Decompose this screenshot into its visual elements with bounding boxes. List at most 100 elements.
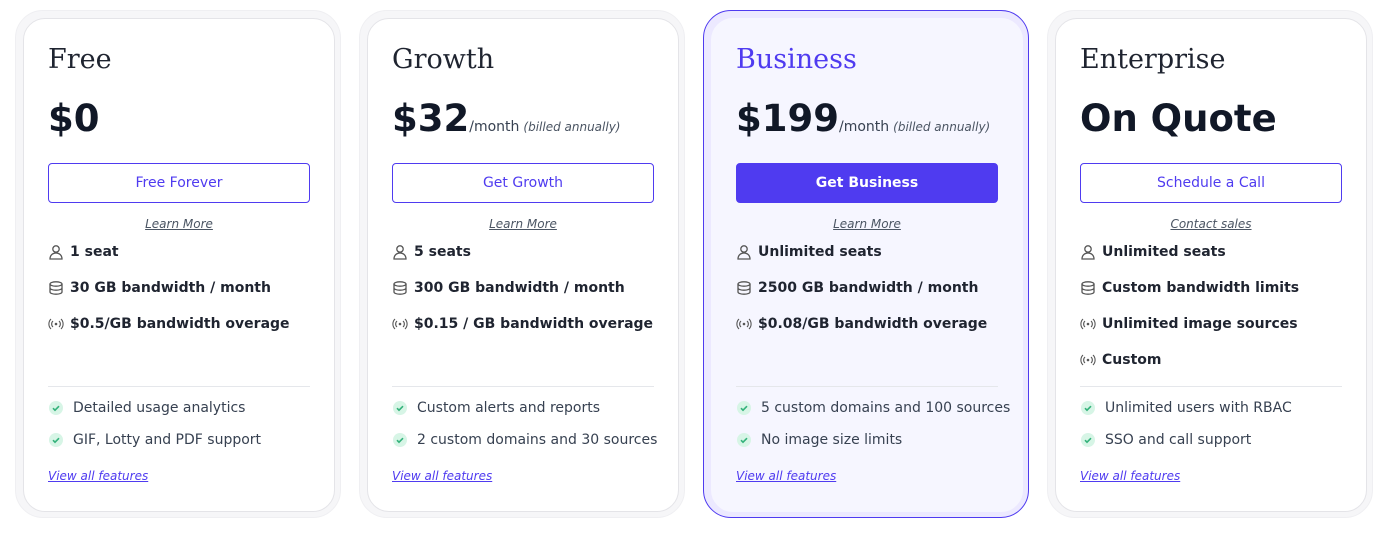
feature-text: Unlimited seats — [1102, 244, 1226, 260]
feature: 30 GB bandwidth / month — [48, 280, 271, 296]
feature-icon — [1080, 354, 1096, 366]
divider — [736, 386, 998, 387]
extra-feature: 2 custom domains and 30 sources — [392, 432, 657, 448]
feature-icon — [1080, 318, 1096, 330]
feature-icon — [737, 281, 751, 295]
period: /month — [469, 119, 520, 135]
plan-price: On Quote — [1080, 97, 1277, 140]
plan-name: Growth — [392, 44, 495, 75]
cta-button[interactable]: Get Growth — [392, 163, 654, 203]
cta-button[interactable]: Get Business — [736, 163, 998, 203]
amount: $32 — [392, 97, 470, 140]
billing: (billed annually) — [893, 120, 991, 134]
extra-feature: SSO and call support — [1080, 432, 1251, 448]
divider — [392, 386, 654, 387]
feature-text: Custom — [1102, 352, 1162, 368]
divider — [1080, 386, 1342, 387]
view-all-link[interactable]: View all features — [48, 469, 149, 483]
check-icon — [393, 401, 407, 415]
feature: 5 seats — [392, 244, 471, 260]
plan-price: $0 — [48, 97, 100, 140]
feature-icon — [393, 281, 407, 295]
feature-icon — [737, 245, 751, 260]
cta-button[interactable]: Schedule a Call — [1080, 163, 1342, 203]
feature-text: 300 GB bandwidth / month — [414, 280, 625, 296]
feature: $0.5/GB bandwidth overage — [48, 316, 290, 332]
check-icon — [393, 433, 407, 447]
learn-link[interactable]: Learn More — [145, 217, 213, 231]
feature: Custom — [1080, 352, 1161, 368]
amount: $199 — [736, 97, 839, 140]
feature: 2500 GB bandwidth / month — [736, 280, 978, 296]
feature-icon — [736, 318, 752, 330]
check-icon — [737, 433, 751, 447]
plan-name: Free — [48, 44, 112, 75]
plan-price: $199/month (billed annually) — [736, 97, 990, 140]
extra-text: Detailed usage analytics — [73, 400, 246, 416]
extra-text: No image size limits — [761, 432, 903, 448]
feature: 300 GB bandwidth / month — [392, 280, 625, 296]
feature-text: Unlimited seats — [758, 244, 882, 260]
period: /month — [838, 119, 890, 135]
card — [23, 18, 335, 512]
extra-text: 2 custom domains and 30 sources — [417, 432, 658, 448]
card — [1055, 18, 1367, 512]
card — [367, 18, 679, 512]
feature-text: 30 GB bandwidth / month — [70, 280, 271, 296]
feature-text: Custom bandwidth limits — [1102, 280, 1300, 296]
extra-text: Custom alerts and reports — [417, 400, 600, 416]
check-icon — [49, 433, 63, 447]
amount: On Quote — [1080, 97, 1277, 140]
plan-name: Business — [736, 44, 857, 75]
view-all-link[interactable]: View all features — [1080, 469, 1181, 483]
view-all-link[interactable]: View all features — [736, 469, 837, 483]
feature: 1 seat — [48, 244, 119, 260]
extra-feature: Detailed usage analytics — [48, 400, 245, 416]
feature-icon — [1081, 245, 1095, 260]
billing: (billed annually) — [523, 120, 621, 134]
feature: Custom bandwidth limits — [1080, 280, 1299, 296]
learn-link[interactable]: Contact sales — [1170, 217, 1252, 231]
feature: $0.08/GB bandwidth overage — [736, 316, 987, 332]
amount: $0 — [48, 97, 100, 140]
cta-button[interactable]: Free Forever — [48, 163, 310, 203]
check-icon — [737, 401, 751, 415]
feature-icon — [48, 318, 64, 330]
divider — [48, 386, 310, 387]
card — [711, 18, 1023, 512]
feature-text: $0.08/GB bandwidth overage — [758, 316, 988, 332]
extra-text: GIF, Lotty and PDF support — [73, 432, 262, 448]
feature: $0.15 / GB bandwidth overage — [392, 316, 653, 332]
learn-link[interactable]: Learn More — [833, 217, 901, 231]
extra-feature: No image size limits — [736, 432, 902, 448]
check-icon — [1081, 433, 1095, 447]
feature-text: 2500 GB bandwidth / month — [758, 280, 979, 296]
extra-feature: 5 custom domains and 100 sources — [736, 400, 1010, 416]
feature-text: $0.15 / GB bandwidth overage — [414, 316, 654, 332]
extra-text: SSO and call support — [1105, 432, 1252, 448]
learn-link[interactable]: Learn More — [489, 217, 557, 231]
plan-price: $32/month (billed annually) — [392, 97, 620, 140]
extra-feature: Unlimited users with RBAC — [1080, 400, 1292, 416]
feature-text: 5 seats — [414, 244, 471, 260]
check-icon — [1081, 401, 1095, 415]
check-icon — [49, 401, 63, 415]
feature-icon — [393, 245, 407, 260]
feature-text: $0.5/GB bandwidth overage — [70, 316, 290, 332]
feature-text: 1 seat — [70, 244, 119, 260]
extra-text: Unlimited users with RBAC — [1105, 400, 1292, 416]
plan-name: Enterprise — [1080, 44, 1226, 75]
feature-icon — [49, 281, 63, 295]
view-all-link[interactable]: View all features — [392, 469, 493, 483]
feature-icon — [49, 245, 63, 260]
feature: Unlimited seats — [736, 244, 882, 260]
feature-text: Unlimited image sources — [1102, 316, 1298, 332]
feature: Unlimited seats — [1080, 244, 1226, 260]
feature: Unlimited image sources — [1080, 316, 1298, 332]
feature-icon — [1081, 281, 1095, 295]
extra-text: 5 custom domains and 100 sources — [761, 400, 1011, 416]
extra-feature: Custom alerts and reports — [392, 400, 600, 416]
feature-icon — [392, 318, 408, 330]
extra-feature: GIF, Lotty and PDF support — [48, 432, 261, 448]
